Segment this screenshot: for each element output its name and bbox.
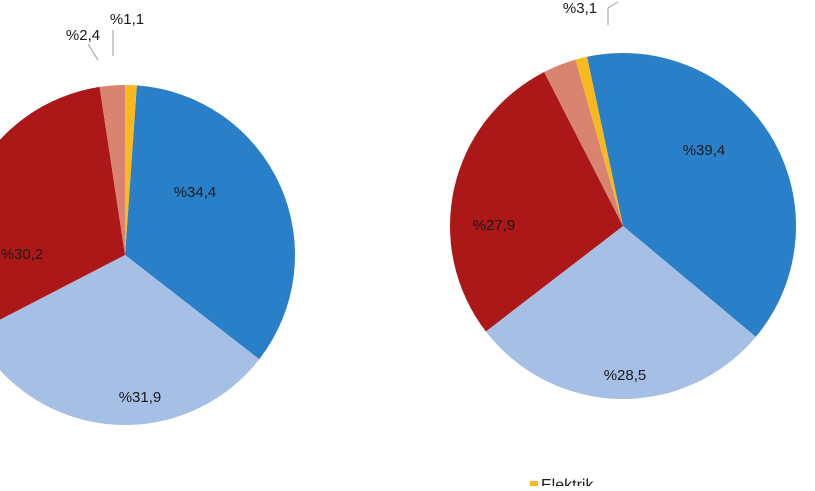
pie-0-slice-2 xyxy=(0,86,125,320)
legend: Elektrik xyxy=(530,477,594,491)
pie-0-label-1: %31,9 xyxy=(119,389,162,406)
pie-1-slice-0 xyxy=(587,52,797,337)
pie-1-slice-3 xyxy=(544,59,623,226)
pie-0-label-4: %1,1 xyxy=(110,11,144,28)
pie-0-slice-1 xyxy=(0,255,260,425)
pie-0-slice-3 xyxy=(99,84,126,255)
pie-1-slice-2 xyxy=(449,72,623,332)
pie-chart-left: %34,4 %31,9 %30,2 %2,4 %1,1 xyxy=(0,11,296,425)
pie-1-label-1: %28,5 xyxy=(604,367,647,384)
pie-1-leader-4 xyxy=(607,1,619,25)
pie-0-label-0: %34,4 xyxy=(174,184,217,201)
pie-1-slice-4 xyxy=(575,56,623,226)
pie-0-slice-4 xyxy=(125,85,137,255)
legend-swatch-elektrik xyxy=(530,481,538,489)
pie-1-slice-1 xyxy=(485,226,756,400)
pie-chart-right: %39,4 %28,5 %27,9 %3,1 xyxy=(449,0,797,400)
pie-1-label-2: %27,9 xyxy=(473,217,516,234)
pie-1-label-3: %3,1 xyxy=(563,0,597,17)
pie-0-label-3: %2,4 xyxy=(66,27,100,44)
pie-0-label-2: %30,2 xyxy=(1,246,44,263)
pie-0-leader-3 xyxy=(87,43,99,61)
pie-1-label-0: %39,4 xyxy=(683,142,726,159)
legend-label-elektrik: Elektrik xyxy=(541,477,594,486)
pie-0-slice-0 xyxy=(125,85,296,360)
